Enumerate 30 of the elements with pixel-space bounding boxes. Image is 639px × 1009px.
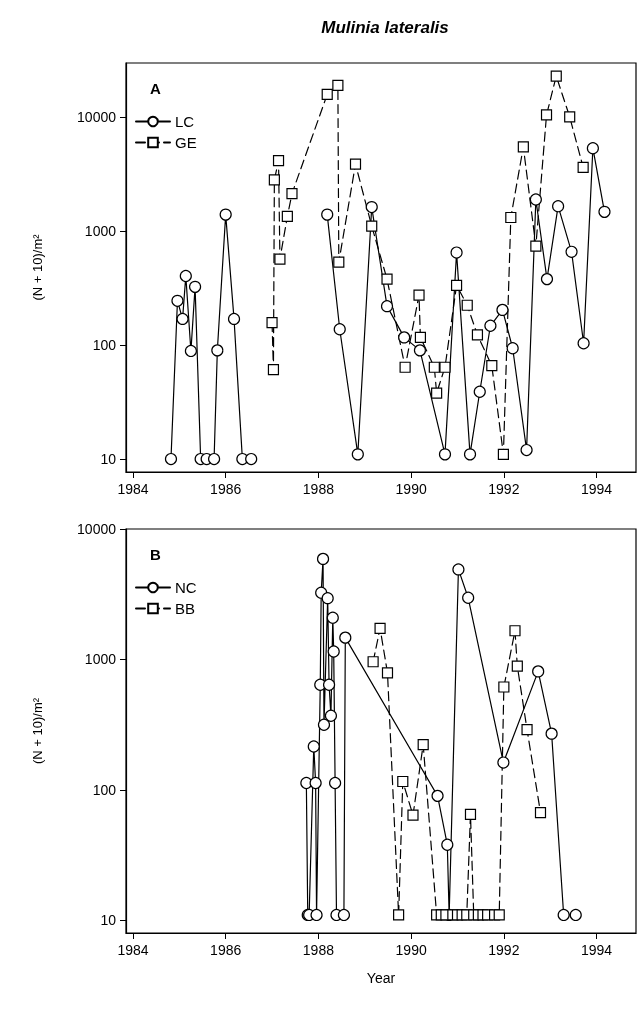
x-axis-title: Year <box>366 970 396 986</box>
x-tick-label: 1994 <box>581 942 613 958</box>
x-tick-label: 1992 <box>488 481 520 497</box>
x-tick-label: 1992 <box>488 942 520 958</box>
legend-label: NC <box>175 579 197 596</box>
x-tick-label: 1990 <box>395 942 427 958</box>
x-tick-label: 1984 <box>117 942 149 958</box>
legend-label: GE <box>175 134 197 151</box>
y-tick-label: 10 <box>100 912 117 929</box>
annotation: A <box>150 80 161 97</box>
x-tick-label: 1988 <box>302 942 335 958</box>
y-tick-label: 10000 <box>77 521 117 537</box>
y-tick-label: 1000 <box>84 223 117 240</box>
x-tick-label: 1988 <box>302 481 335 497</box>
y-axis-title: (N + 10)/m² <box>30 233 45 301</box>
chart-title: Mulinia lateralis <box>321 18 449 37</box>
x-tick-label: 1984 <box>117 481 149 497</box>
y-tick-label: 100 <box>92 337 117 354</box>
y-tick-label: 1000 <box>84 651 117 668</box>
y-tick-label: 100 <box>92 781 117 798</box>
y-tick-label: 10000 <box>77 109 117 126</box>
x-tick-label: 1986 <box>210 481 242 497</box>
y-axis-title: (N + 10)/m² <box>30 697 45 765</box>
legend-label: LC <box>175 113 195 130</box>
x-tick-label: 1994 <box>581 481 613 497</box>
legend-label: BB <box>175 600 196 617</box>
y-tick-label: 10 <box>100 451 117 468</box>
x-tick-label: 1986 <box>210 942 242 958</box>
annotation: B <box>150 546 161 563</box>
x-tick-label: 1990 <box>395 481 427 497</box>
